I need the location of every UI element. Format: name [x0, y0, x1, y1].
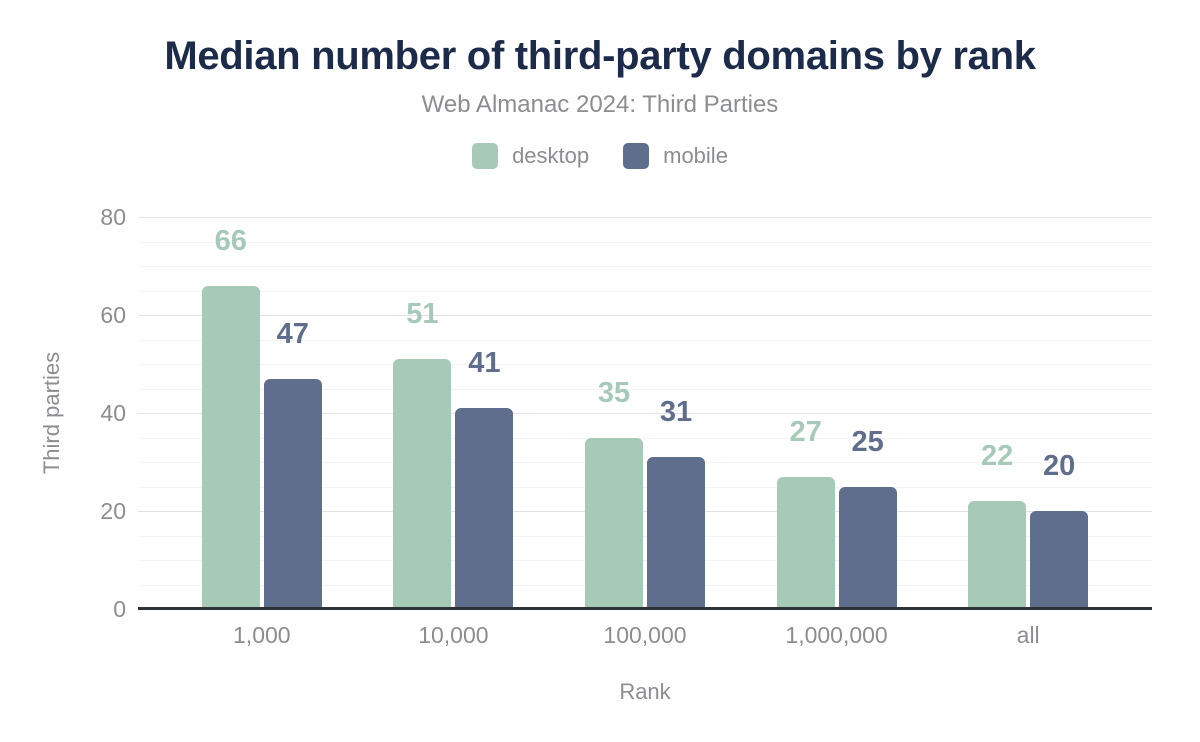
bar-group: 66 47 [166, 226, 358, 609]
bar-mobile: 47 [263, 319, 322, 609]
chart-legend: desktop mobile [0, 143, 1200, 169]
bar-value-label: 31 [659, 396, 693, 429]
bar-group: 22 20 [932, 442, 1124, 609]
bar-desktop: 27 [776, 417, 835, 609]
grid-line [138, 315, 1152, 316]
grid-line [138, 560, 1152, 561]
x-tick-label: 100,000 [603, 622, 687, 648]
grid-line [138, 535, 1152, 537]
legend-label: desktop [512, 143, 590, 168]
grid-line [138, 339, 1152, 341]
bar-value-label: 25 [851, 425, 884, 458]
grid-line [138, 462, 1152, 463]
bar-value-label: 47 [276, 317, 309, 350]
bar-value-label: 35 [597, 376, 631, 409]
y-tick-label: 0 [113, 596, 126, 622]
bar-group: 27 25 [741, 417, 933, 609]
y-tick-label: 20 [100, 498, 126, 524]
bar-mobile: 25 [838, 427, 897, 609]
y-tick-label: 60 [100, 302, 126, 328]
plot-area: 66 47 51 41 35 31 27 25 22 20 [138, 217, 1152, 609]
legend-swatch-desktop [472, 143, 499, 169]
x-tick-label: all [1016, 622, 1040, 648]
bar-desktop: 35 [584, 378, 643, 609]
bar-group: 51 41 [358, 300, 550, 609]
grid-line [138, 388, 1152, 390]
chart-title: Median number of third-party domains by … [164, 34, 1036, 78]
bar-mobile: 31 [646, 398, 705, 609]
x-axis-baseline [138, 607, 1152, 610]
bar-value-label: 20 [1043, 450, 1076, 482]
x-tick-label: 1,000 [233, 622, 291, 648]
bar-groups: 66 47 51 41 35 31 27 25 22 20 [138, 217, 1152, 609]
bar-group: 35 31 [549, 378, 741, 609]
bar-value-label: 22 [981, 440, 1014, 473]
grid-line [138, 290, 1152, 292]
grid-line [138, 437, 1152, 439]
legend-item-desktop: desktop [472, 143, 589, 169]
bar-mobile: 41 [455, 349, 514, 609]
grid-line [138, 217, 1152, 218]
bar-mobile: 20 [1030, 452, 1089, 609]
grid-line [138, 364, 1152, 365]
grid-line [138, 266, 1152, 267]
y-tick-label: 40 [100, 400, 126, 426]
y-tick-label: 80 [100, 204, 126, 230]
bar-desktop: 66 [201, 226, 260, 609]
x-tick-label: 1,000,000 [785, 622, 888, 648]
x-axis-ticks: 1,000 10,000 100,000 1,000,000 all [138, 622, 1152, 649]
x-tick-label: 10,000 [418, 622, 489, 648]
grid-line [138, 584, 1152, 586]
legend-label: mobile [663, 143, 728, 168]
chart-subtitle: Web Almanac 2024: Third Parties [421, 91, 779, 118]
bar-value-label: 41 [468, 347, 501, 380]
bar-value-label: 66 [214, 224, 247, 257]
grid-line [138, 413, 1152, 414]
grid-line [138, 241, 1152, 243]
legend-item-mobile: mobile [623, 143, 728, 169]
grid-line [138, 486, 1152, 488]
bar-value-label: 27 [789, 415, 822, 448]
bar-desktop: 51 [393, 300, 452, 609]
grid-line [138, 511, 1152, 512]
bar-value-label: 51 [406, 298, 439, 331]
x-axis-title: Rank [619, 679, 671, 704]
legend-swatch-mobile [623, 143, 650, 169]
bar-desktop: 22 [968, 442, 1027, 609]
y-axis-ticks: 0 20 40 60 80 [0, 204, 126, 622]
